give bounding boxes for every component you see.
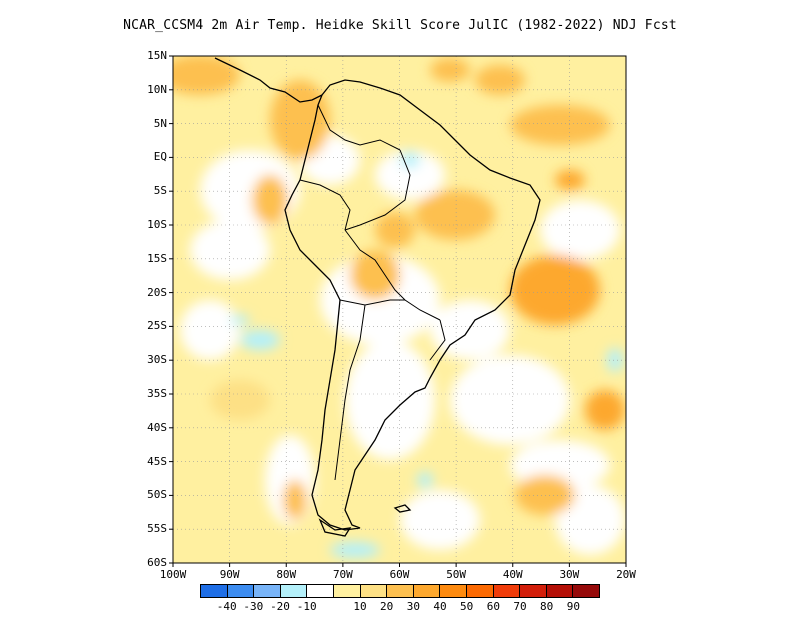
- colorbar-label: 30: [406, 600, 420, 613]
- colorbar-label: -40: [216, 600, 237, 613]
- lat-label: 30S: [147, 353, 167, 367]
- colorbar-cell: [254, 585, 281, 597]
- colorbar: [200, 584, 600, 598]
- colorbar-label: 90: [566, 600, 580, 613]
- colorbar-cell: [307, 585, 334, 597]
- lat-label: 45S: [147, 454, 167, 468]
- lon-label: 30W: [559, 568, 580, 581]
- colorbar-cell: [520, 585, 547, 597]
- lat-label: 60S: [147, 556, 167, 569]
- colorbar-label: 20: [380, 600, 394, 613]
- lon-label: 40W: [502, 568, 523, 581]
- lat-label: 50S: [147, 488, 167, 502]
- lon-label: 60W: [389, 568, 410, 581]
- central-america-coast: [214, 57, 323, 103]
- lon-label: 100W: [159, 568, 187, 581]
- colorbar-cell: [573, 585, 599, 597]
- colorbar-label: 50: [460, 600, 474, 613]
- colorbar-cell: [387, 585, 414, 597]
- shaded-field: [173, 56, 626, 563]
- axis-ticks: [169, 55, 627, 567]
- colorbar-cell: [466, 585, 494, 597]
- lon-label: 50W: [446, 568, 467, 581]
- lat-label: 5N: [153, 116, 167, 130]
- lat-label: 40S: [147, 420, 167, 434]
- colorbar-cell: [280, 585, 308, 597]
- tierra-del-fuego: [318, 518, 352, 537]
- colorbar-label: -10: [296, 600, 317, 613]
- lat-label: 5S: [153, 184, 167, 198]
- lat-label: 15S: [147, 251, 167, 265]
- lat-label: EQ: [153, 150, 167, 164]
- colorbar-cell: [333, 585, 361, 597]
- colorbar-cell: [227, 585, 255, 597]
- colorbar-cell: [440, 585, 467, 597]
- lat-label: 55S: [147, 522, 167, 536]
- colorbar-cell: [360, 585, 388, 597]
- country-borders: [299, 104, 446, 481]
- south-america-coast: [284, 79, 541, 531]
- lon-label: 90W: [219, 568, 240, 581]
- colorbar-label: 60: [486, 600, 500, 613]
- falklands: [393, 504, 412, 513]
- colorbar-label: 10: [353, 600, 367, 613]
- lat-label: 10S: [147, 218, 167, 231]
- lat-label: 10N: [147, 82, 167, 96]
- lat-label: 20S: [147, 285, 167, 299]
- map-title: NCAR_CCSM4 2m Air Temp. Heidke Skill Sco…: [123, 18, 677, 33]
- colorbar-label: 70: [513, 600, 527, 613]
- colorbar-label: 40: [433, 600, 447, 613]
- coastline: [214, 57, 541, 537]
- colorbar-cell: [546, 585, 574, 597]
- colorbar-cell: [413, 585, 441, 597]
- colorbar-cell: [493, 585, 521, 597]
- lat-label: 25S: [147, 319, 167, 333]
- lon-label: 70W: [332, 568, 353, 581]
- colorbar-label: 80: [540, 600, 554, 613]
- colorbar-label: -30: [243, 600, 264, 613]
- lon-label: 80W: [276, 568, 297, 581]
- lat-label: 15N: [147, 49, 167, 62]
- lat-label: 35S: [147, 387, 167, 400]
- colorbar-cell: [201, 585, 228, 597]
- lon-label: 20W: [616, 568, 636, 581]
- colorbar-label: -20: [270, 600, 290, 613]
